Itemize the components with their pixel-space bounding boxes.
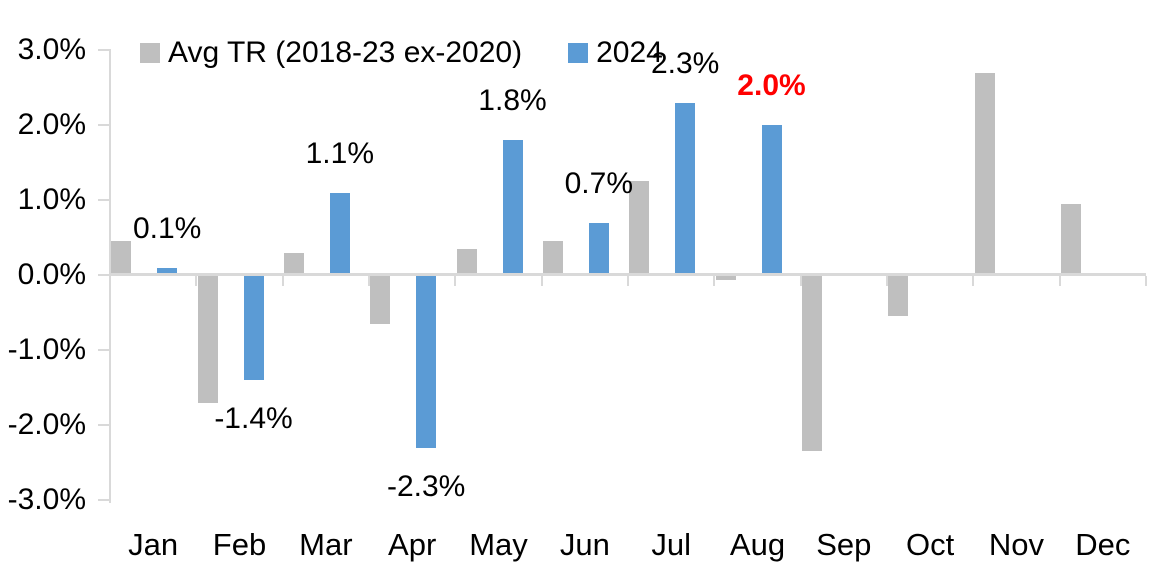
x-axis-label-jan: Jan xyxy=(128,527,179,562)
bar-2024-mar xyxy=(329,192,350,275)
x-axis-tick xyxy=(972,276,975,286)
bar-2024-jul xyxy=(675,102,696,275)
x-axis-label-apr: Apr xyxy=(388,527,437,562)
bar-avg-tr-nov xyxy=(974,72,995,275)
y-axis-tick xyxy=(98,499,110,501)
bar-avg-tr-jul xyxy=(629,181,650,275)
y-axis-tick-label: 1.0% xyxy=(17,183,86,216)
x-axis-label-nov: Nov xyxy=(988,527,1045,562)
legend-label-2024: 2024 xyxy=(596,36,663,69)
legend-item-avg-tr: Avg TR (2018-23 ex-2020) xyxy=(140,36,522,70)
x-axis-tick xyxy=(281,276,284,286)
x-axis-label-feb: Feb xyxy=(212,527,267,562)
y-axis-tick-label: 2.0% xyxy=(17,108,86,141)
bar-2024-jan xyxy=(157,267,178,275)
x-axis-tick xyxy=(1058,276,1061,286)
x-axis-tick xyxy=(799,276,802,286)
y-axis-tick xyxy=(98,424,110,426)
x-axis-tick xyxy=(368,276,370,286)
x-axis-label-dec: Dec xyxy=(1075,527,1131,562)
data-label-2024-mar: 1.1% xyxy=(305,136,375,170)
bar-avg-tr-apr xyxy=(370,275,391,324)
x-axis-tick xyxy=(454,276,457,286)
data-label-2024-jan: 0.1% xyxy=(132,211,202,245)
y-axis-tick xyxy=(98,124,110,126)
x-axis-tick xyxy=(195,276,198,286)
x-axis-label-jul: Jul xyxy=(651,527,691,562)
data-label-2024-apr: -2.3% xyxy=(386,469,466,503)
y-axis-tick-label: 0.0% xyxy=(17,258,86,291)
bar-avg-tr-aug xyxy=(715,275,736,281)
y-axis-tick-label: -3.0% xyxy=(7,483,86,516)
data-label-2024-jun: 0.7% xyxy=(564,166,634,200)
bar-avg-tr-dec xyxy=(1060,203,1081,275)
legend-swatch-avg-tr-icon xyxy=(140,43,160,63)
bar-2024-may xyxy=(502,140,523,275)
y-axis-tick-label: -2.0% xyxy=(7,408,86,441)
x-axis-label-mar: Mar xyxy=(299,527,353,562)
x-axis-tick xyxy=(540,276,543,286)
y-axis-tick xyxy=(98,199,110,201)
x-axis-label-oct: Oct xyxy=(906,527,955,562)
bar-2024-jun xyxy=(588,222,609,275)
x-axis-tick xyxy=(627,276,629,286)
bar-avg-tr-sep xyxy=(801,275,822,452)
data-label-2024-may: 1.8% xyxy=(478,84,547,117)
x-axis-label-may: May xyxy=(469,527,528,562)
x-axis-tick xyxy=(109,276,111,286)
bar-avg-tr-feb xyxy=(197,275,218,403)
legend-label-avg-tr: Avg TR (2018-23 ex-2020) xyxy=(168,36,523,69)
data-label-2024-aug: 2.0% xyxy=(737,69,806,102)
bar-2024-feb xyxy=(243,275,264,380)
x-axis-tick xyxy=(886,276,888,286)
bar-avg-tr-mar xyxy=(283,252,304,275)
x-axis-label-jun: Jun xyxy=(559,527,610,562)
y-axis-tick xyxy=(98,349,110,351)
y-axis-tick-label: 3.0% xyxy=(17,33,86,66)
bar-avg-tr-jun xyxy=(542,241,563,275)
x-axis-label-aug: Aug xyxy=(729,527,786,562)
legend-item-2024: 2024 xyxy=(568,36,663,70)
y-axis-tick xyxy=(98,274,110,276)
y-axis-tick xyxy=(98,49,110,51)
bar-avg-tr-jan xyxy=(111,241,132,275)
bar-avg-tr-may xyxy=(456,248,477,275)
chart-legend: Avg TR (2018-23 ex-2020) 2024 xyxy=(140,36,663,70)
data-label-2024-feb: -1.4% xyxy=(214,402,293,435)
data-label-2024-jul: 2.3% xyxy=(650,46,720,80)
x-axis-label-sep: Sep xyxy=(816,527,872,562)
bar-2024-apr xyxy=(416,275,437,448)
y-axis-tick-label: -1.0% xyxy=(7,333,86,366)
x-axis-zero-line xyxy=(110,273,1146,276)
bar-2024-aug xyxy=(761,125,782,275)
legend-swatch-2024-icon xyxy=(568,43,589,63)
x-axis-tick xyxy=(1145,276,1147,286)
bar-avg-tr-oct xyxy=(888,275,909,317)
x-axis-tick xyxy=(713,276,716,286)
